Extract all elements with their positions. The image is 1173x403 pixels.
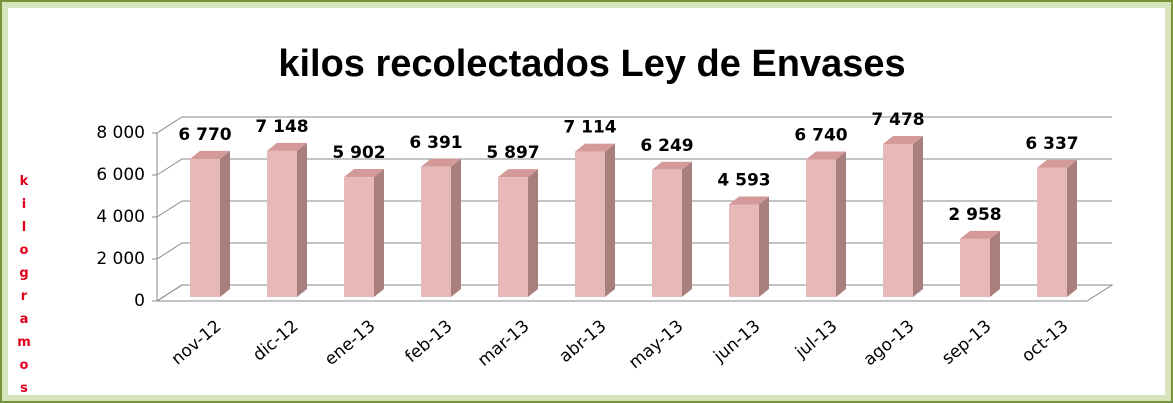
bar-top [806,151,846,160]
bar-front [190,158,220,297]
data-label: 5 902 [332,143,385,163]
bar-side [220,150,230,297]
bar-side [990,230,1000,297]
x-tick-label: nov-12 [168,316,226,369]
data-label: 7 114 [563,118,616,138]
x-tick-label: feb-13 [401,316,456,367]
grid-line [156,116,1112,134]
bar-side [759,196,769,297]
bar-side [451,158,461,297]
data-label: 6 391 [409,133,462,153]
bar-top [652,161,692,170]
data-label: 7 148 [255,117,308,137]
bar-side [1067,159,1077,297]
grid-line [156,158,1112,176]
bar-front [1037,167,1067,297]
bar-side [605,143,615,297]
bar [652,161,692,297]
data-label: 4 593 [717,171,770,191]
y-axis-label: kilogramos [17,174,32,395]
bar-front [883,143,913,297]
y-tick-label: 4 000 [96,207,145,227]
bar-top [960,230,1000,239]
data-label: 5 897 [486,143,539,163]
bar-front [960,238,990,297]
bar-front [806,159,836,297]
x-tick-label: ene-13 [321,316,379,370]
bar-top [883,135,923,144]
data-label: 6 770 [178,125,231,145]
bar-front [267,150,297,297]
bar-side [297,142,307,297]
bar-side [682,161,692,297]
bar-side [836,151,846,297]
bar [806,151,846,297]
bar [883,135,923,297]
bar-top [575,143,615,152]
bar-front [729,204,759,297]
bar [1037,159,1077,297]
grid-line [156,200,1112,218]
y-tick-label: 2 000 [96,249,145,269]
bar-top [267,142,307,151]
bar-top [1037,159,1077,168]
bar [421,158,461,297]
data-label: 6 740 [794,125,847,145]
y-tick-label: 6 000 [96,165,145,185]
x-tick-label: may-13 [625,316,687,373]
chart: kilos recolectados Ley de Envases kilogr… [8,8,1165,395]
bar [190,150,230,297]
bar-side [374,169,384,297]
x-tick-label: dic-12 [249,316,302,365]
grid-line [156,284,1112,302]
bar [960,230,1000,297]
grid-line [156,242,1112,260]
x-tick-label: ago-13 [860,316,919,370]
bar-side [913,135,923,297]
bar [344,169,384,297]
bar-top [421,158,461,167]
bar [575,143,615,297]
x-tick-label: oct-13 [1018,316,1072,366]
x-tick-label: jun-13 [709,316,764,367]
bar-front [498,177,528,297]
data-label: 6 337 [1025,134,1078,154]
x-tick-label: sep-13 [938,316,995,369]
chart-title: kilos recolectados Ley de Envases [278,43,905,85]
x-tick-label: jul-13 [791,316,841,363]
bar-side [528,169,538,297]
bar-front [575,151,605,297]
y-tick-label: 0 [134,291,145,311]
bar-front [344,177,374,297]
bar-front [421,166,451,297]
y-tick-label: 8 000 [96,123,145,143]
bar [498,169,538,297]
bar [729,196,769,297]
data-label: 7 478 [871,110,924,130]
bar-top [498,169,538,178]
bar-front [652,169,682,297]
data-label: 2 958 [948,205,1001,225]
bar-top [344,169,384,178]
bar [267,142,307,297]
bar-top [729,196,769,205]
data-label: 6 249 [640,136,693,156]
bar-top [190,150,230,159]
x-tick-label: abr-13 [556,316,611,367]
x-tick-label: mar-13 [474,316,533,370]
